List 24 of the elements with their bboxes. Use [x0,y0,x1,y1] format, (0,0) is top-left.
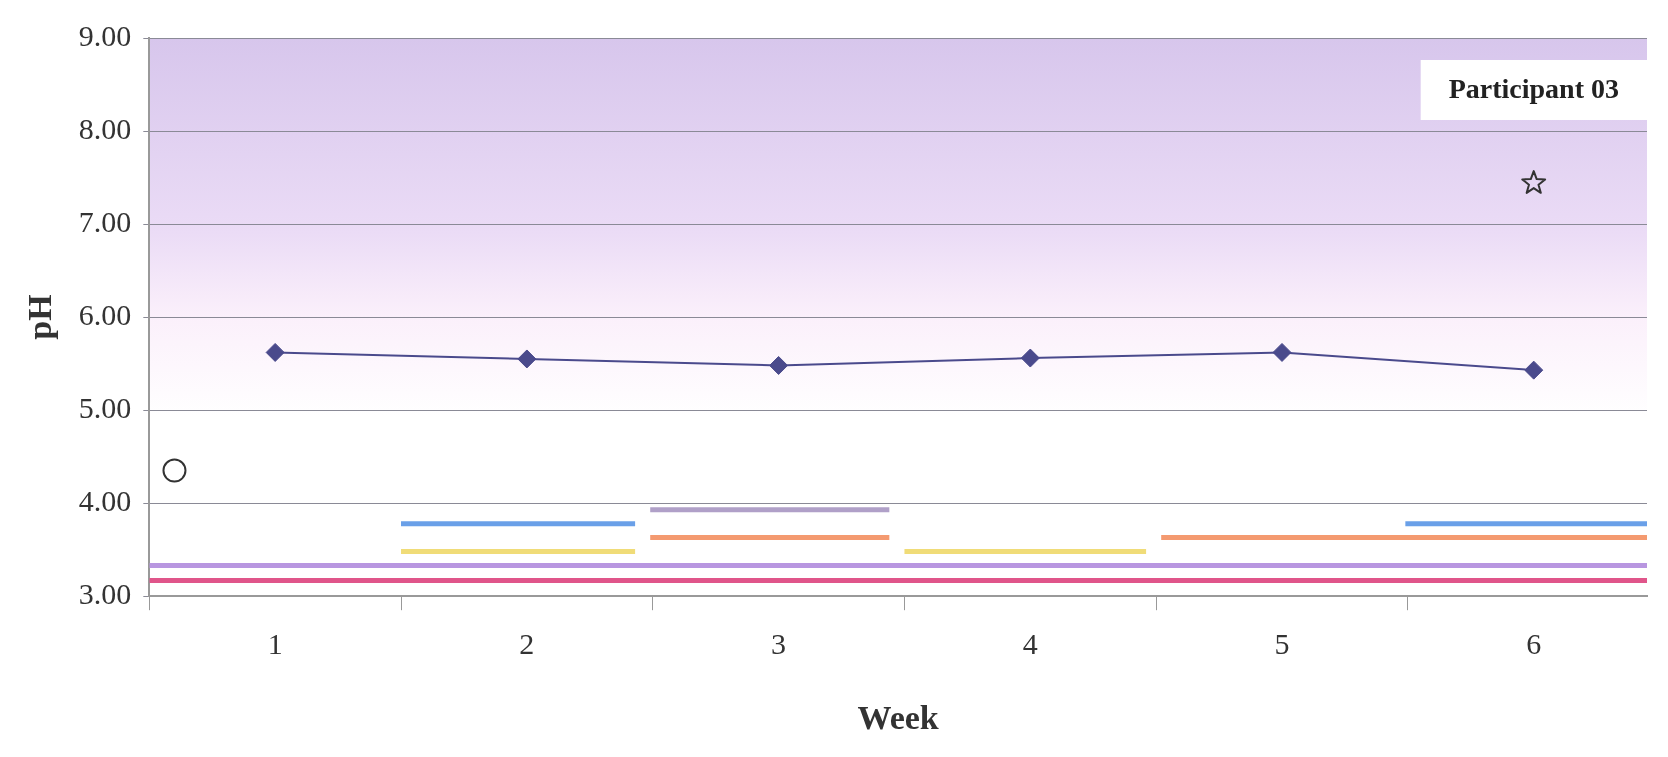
x-axis-title: Week [857,699,939,737]
point [1272,342,1292,362]
y-tick-label: 8.00 [78,111,132,145]
y-tick-label: 6.00 [78,297,132,331]
x-tick-label: 4 [1022,627,1038,661]
y-tick-label: 3.00 [78,577,132,611]
point [517,349,537,369]
x-tick-label: 6 [1526,627,1542,661]
x-tick-label: 3 [771,627,787,661]
x-tick-label: 1 [267,627,283,661]
x-tick-label: 2 [519,627,535,661]
annotation: Participant 03 [1448,73,1619,105]
point [769,355,789,375]
y-tick-label: 7.00 [78,204,132,238]
y-tick-label: 5.00 [78,391,132,425]
point [1521,170,1547,194]
x-tick-label: 5 [1274,627,1290,661]
point [1020,348,1040,368]
y-tick-label: 9.00 [78,18,132,52]
y-axis-title: pH [21,294,59,340]
point [162,458,187,483]
point [1524,360,1544,380]
y-tick-label: 4.00 [78,484,132,518]
point [265,342,285,362]
